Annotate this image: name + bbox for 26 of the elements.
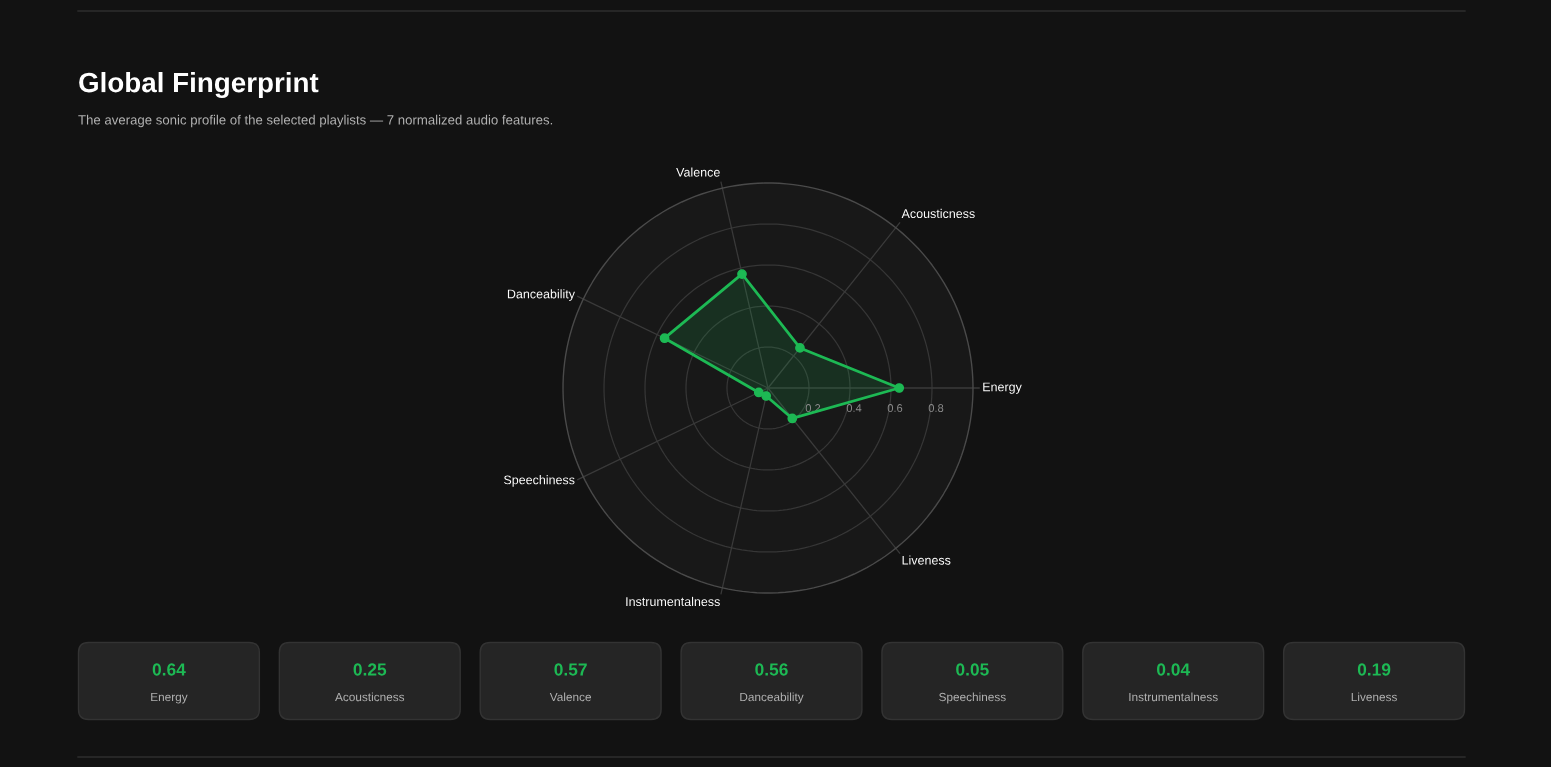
- data-label: 0.64: [152, 663, 186, 676]
- category-label: Instrumentalness: [1129, 692, 1218, 702]
- y-tick-label: 0.8: [928, 404, 944, 412]
- category-label: Acousticness: [335, 692, 405, 702]
- y-tick-label: 0.4: [846, 404, 862, 412]
- spoke-label: Acousticness: [901, 208, 975, 219]
- data-label: 0.25: [353, 663, 387, 676]
- data-label: 0.05: [956, 663, 989, 676]
- spoke-label: Liveness: [902, 555, 951, 565]
- category-label: Liveness: [1351, 692, 1397, 702]
- data-label: 0.19: [1357, 663, 1391, 676]
- data-label: 0.57: [554, 663, 587, 676]
- text: The average sonic profile of the selected playlists — 7 normalized audio features.: [78, 114, 553, 128]
- spoke-label: Danceability: [507, 289, 575, 301]
- text: Global Fingerprint: [79, 71, 319, 99]
- data-label: 0.04: [1157, 663, 1191, 676]
- spoke-label: Valence: [676, 167, 720, 177]
- category-label: Valence: [549, 692, 592, 702]
- category-label: Energy: [151, 692, 188, 704]
- y-tick-label: 0.6: [887, 404, 903, 412]
- category-label: Danceability: [740, 692, 804, 704]
- spoke-label: Energy: [983, 382, 1022, 394]
- spoke-label: Speechiness: [503, 475, 575, 487]
- category-label: Speechiness: [939, 692, 1006, 704]
- spoke-label: Instrumentalness: [626, 596, 720, 607]
- data-label: 0.56: [755, 663, 788, 676]
